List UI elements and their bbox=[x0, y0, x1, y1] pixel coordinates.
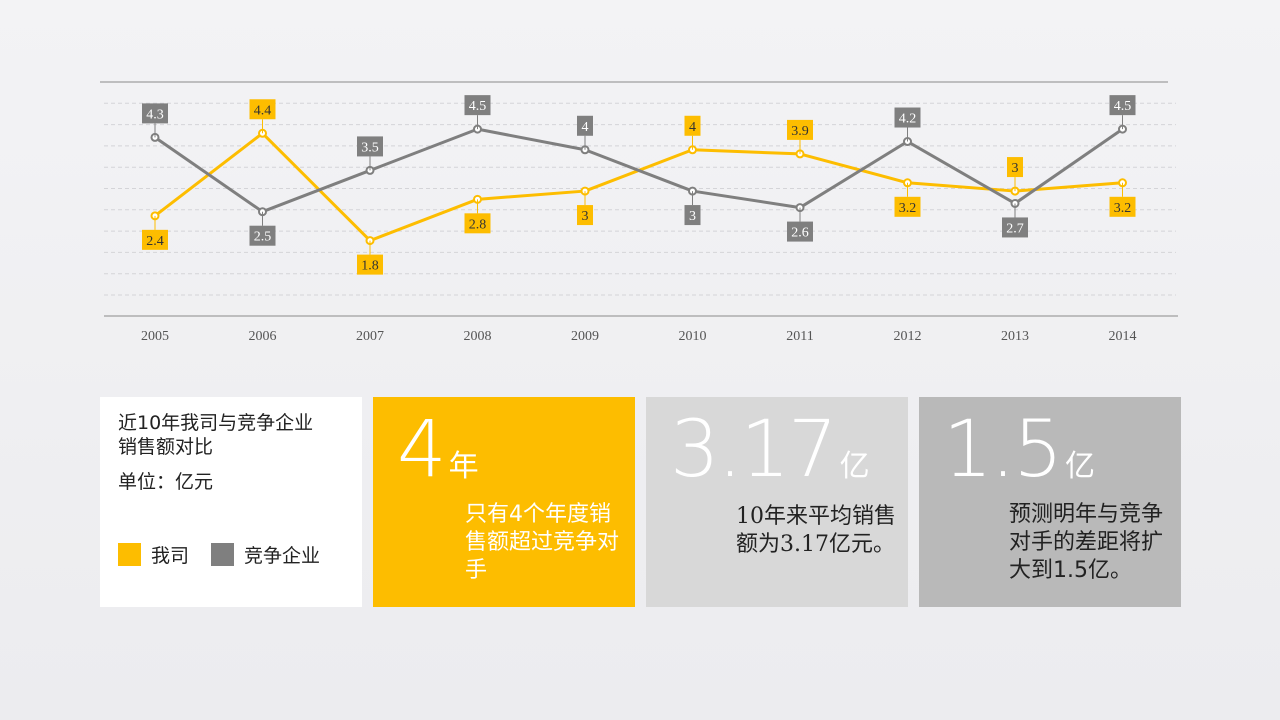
data-label: 2.5 bbox=[254, 230, 272, 245]
data-label-box bbox=[684, 115, 701, 136]
x-tick-label: 2010 bbox=[679, 329, 707, 344]
data-label-box bbox=[249, 225, 276, 246]
stat-value-average: 3.17 亿 bbox=[670, 405, 870, 495]
data-label: 3.2 bbox=[1114, 201, 1132, 216]
x-tick-label: 2007 bbox=[356, 329, 384, 344]
data-label: 4.5 bbox=[469, 99, 487, 114]
sales-line-chart: 2.4 4.4 1.8 2.8 3 4 3.9 3.2 3 3.2 4.3 2.5 3.5 4.5 4 3 2.… bbox=[100, 81, 1178, 344]
x-tick-label: 2014 bbox=[1109, 329, 1137, 344]
data-label: 2.7 bbox=[1006, 221, 1024, 236]
data-label-box bbox=[1007, 157, 1023, 178]
data-label: 4 bbox=[689, 120, 696, 135]
data-label: 3 bbox=[1012, 161, 1019, 176]
stat-desc-years: 只有4个年度销售额超过竞争对手 bbox=[465, 502, 620, 583]
x-tick-label: 2011 bbox=[786, 329, 813, 344]
x-tick-label: 2006 bbox=[249, 329, 277, 344]
data-label-box bbox=[787, 119, 813, 140]
data-label: 3.9 bbox=[791, 124, 809, 139]
stat-desc-gap: 预测明年与竞争对手的差距将扩大到1.5亿。 bbox=[1009, 502, 1164, 583]
x-tick-label: 2009 bbox=[571, 329, 599, 344]
data-label-box bbox=[142, 229, 168, 250]
legend-card: 近10年我司与竞争企业销售额对比 单位：亿元 我司 竞争企业 bbox=[100, 397, 362, 607]
data-label: 4.4 bbox=[254, 103, 272, 118]
chart-title: 近10年我司与竞争企业销售额对比 bbox=[118, 412, 314, 458]
data-label-box bbox=[684, 205, 701, 226]
data-label: 3.2 bbox=[899, 201, 917, 216]
legend: 我司 竞争企业 bbox=[118, 541, 342, 568]
data-label: 2.4 bbox=[146, 234, 164, 249]
data-label-box bbox=[787, 221, 813, 242]
data-label-box bbox=[894, 107, 921, 128]
legend-item-competitor: 竞争企业 bbox=[211, 541, 320, 568]
data-label-box bbox=[464, 213, 491, 234]
unit-label: 单位：亿元 bbox=[118, 471, 214, 493]
data-label: 3 bbox=[689, 209, 696, 224]
data-label-box bbox=[249, 99, 276, 120]
stat-card-forecast-gap: 1.5 亿 预测明年与竞争对手的差距将扩大到1.5亿。 bbox=[919, 397, 1181, 607]
series-line-1 bbox=[154, 127, 1124, 214]
x-tick-label: 2013 bbox=[1001, 329, 1029, 344]
legend-swatch-competitor bbox=[211, 543, 235, 566]
x-tick-label: 2012 bbox=[894, 329, 922, 344]
data-label-box bbox=[357, 254, 383, 275]
data-label-box bbox=[1109, 196, 1136, 217]
data-label: 3 bbox=[582, 209, 589, 224]
stat-card-average-sales: 3.17 亿 10年来平均销售额为3.17亿元。 bbox=[646, 397, 908, 607]
data-label: 2.8 bbox=[469, 217, 487, 232]
data-label-box bbox=[1002, 217, 1028, 238]
data-label: 4.3 bbox=[146, 107, 164, 122]
data-label: 1.8 bbox=[361, 259, 379, 274]
legend-item-our-company: 我司 bbox=[118, 541, 189, 568]
legend-label-our-company: 我司 bbox=[151, 545, 190, 567]
legend-swatch-our-company bbox=[118, 543, 141, 566]
data-label-box bbox=[357, 136, 383, 157]
stat-value-gap: 1.5 亿 bbox=[943, 405, 1096, 495]
x-tick-label: 2008 bbox=[464, 329, 492, 344]
data-label-box bbox=[894, 196, 921, 217]
data-label: 4.2 bbox=[899, 112, 917, 127]
data-label-box bbox=[464, 95, 491, 116]
data-label-box bbox=[577, 205, 593, 226]
data-label-box bbox=[1109, 95, 1136, 116]
data-label: 3.5 bbox=[361, 140, 379, 155]
x-tick-label: 2005 bbox=[141, 329, 169, 344]
data-label-box bbox=[577, 115, 593, 136]
series-line-0 bbox=[154, 131, 1123, 243]
data-label: 4 bbox=[582, 120, 589, 135]
legend-label-competitor: 竞争企业 bbox=[244, 545, 321, 567]
data-label: 4.5 bbox=[1114, 99, 1132, 114]
stat-desc-average: 10年来平均销售额为3.17亿元。 bbox=[736, 504, 896, 557]
data-label: 2.6 bbox=[791, 226, 809, 241]
data-label-box bbox=[142, 103, 168, 124]
